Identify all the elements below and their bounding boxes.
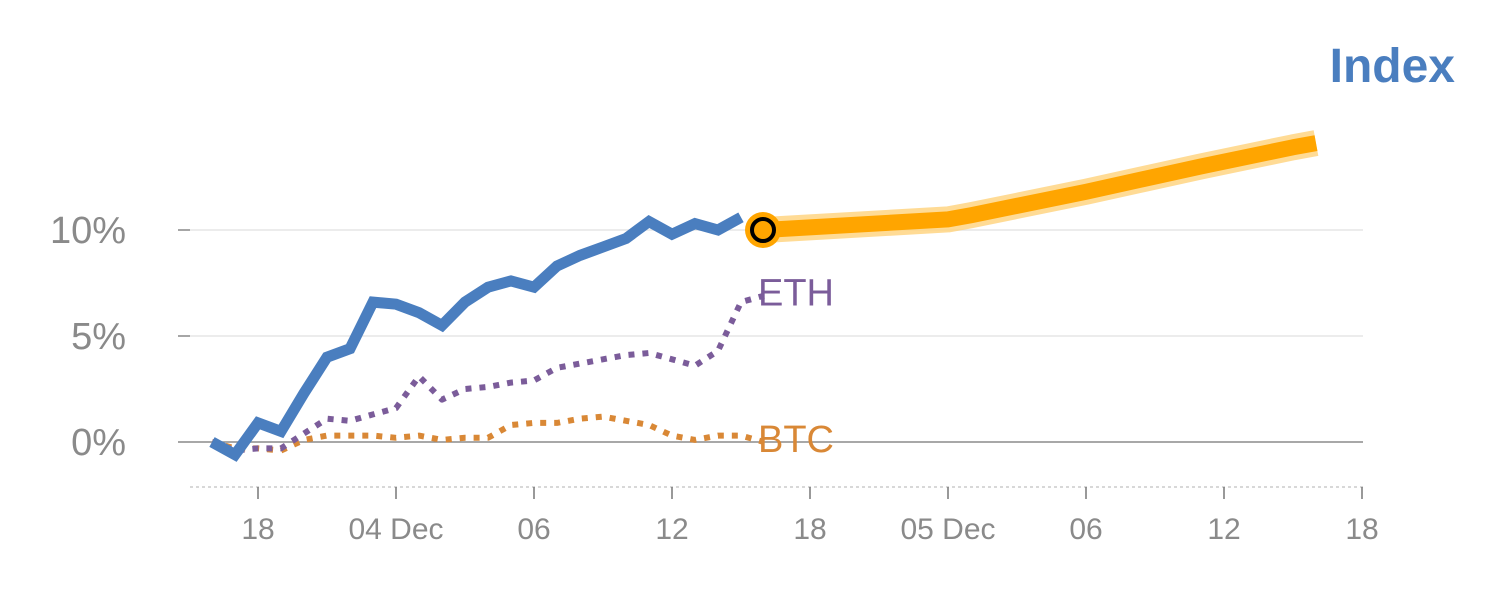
x-tick-label: 12 [655,513,688,546]
eth-line [210,292,765,454]
x-tick-label: 18 [793,513,826,546]
x-tick-label: 06 [517,513,550,546]
x-tick-label: 18 [1345,513,1378,546]
eth-label: ETH [758,273,834,315]
x-tick-label: 05 Dec [900,513,995,546]
x-tick-label: 04 Dec [348,513,443,546]
btc-line [211,413,765,454]
index-line [209,212,744,462]
y-tick-label: 10% [50,210,126,252]
forecast-line [763,135,1318,238]
y-tick-label: 5% [71,316,126,358]
join-marker [750,217,776,243]
y-tick-label: 0% [71,422,126,464]
x-tick-label: 18 [241,513,274,546]
x-axis [190,486,1365,499]
labels: 0% 5% 10% 18 04 Dec 06 12 18 05 Dec 06 12 18 ETH BTC I… [50,40,1455,546]
chart-title: Index [1330,40,1456,93]
x-tick-label: 06 [1069,513,1102,546]
btc-label: BTC [758,419,834,461]
x-tick-label: 12 [1207,513,1240,546]
series-lines [209,130,1319,462]
